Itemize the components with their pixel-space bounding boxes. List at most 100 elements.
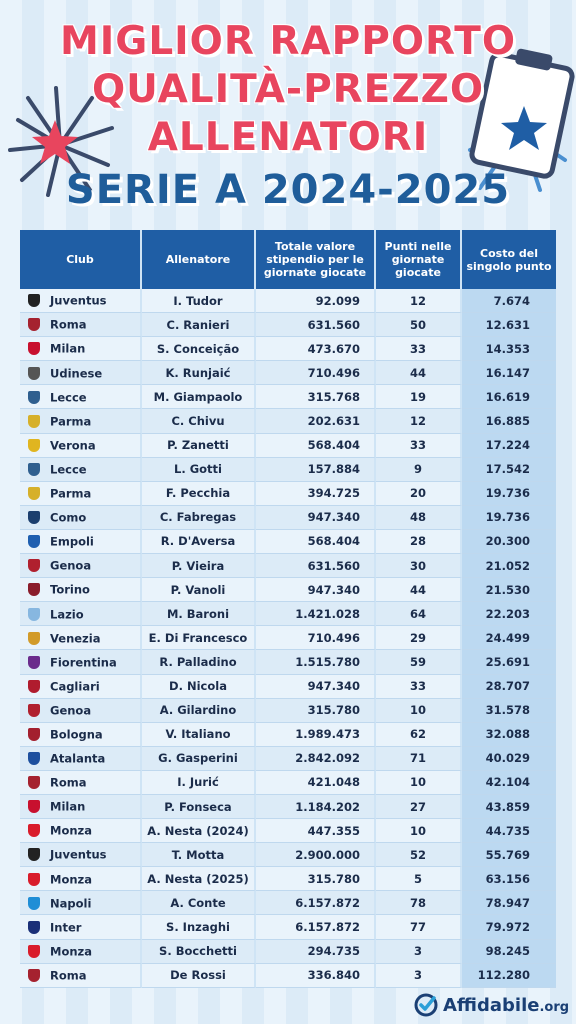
club-crest-icon <box>28 535 40 549</box>
affidabile-logo: Affidabile .org <box>414 992 569 1018</box>
table-row: Roma De Rossi 336.840 3 112.280 <box>20 963 556 988</box>
cell-points: 3 <box>376 963 462 988</box>
table-row: Verona P. Zanetti 568.404 33 17.224 <box>20 433 556 458</box>
cell-club: Roma <box>20 963 142 988</box>
cell-cost: 19.736 <box>462 505 556 530</box>
club-name: Roma <box>50 317 87 332</box>
header-value: Totale valore stipendio per le giornate … <box>256 230 376 289</box>
club-crest-icon <box>28 776 40 790</box>
club-name: Lazio <box>50 607 84 622</box>
cell-cost: 42.104 <box>462 770 556 795</box>
club-name: Lecce <box>50 462 87 477</box>
cell-value: 1.515.780 <box>256 650 376 675</box>
cell-coach: I. Jurić <box>142 770 256 795</box>
cell-coach: M. Giampaolo <box>142 385 256 410</box>
club-name: Milan <box>50 799 86 814</box>
check-badge-icon <box>414 993 438 1017</box>
cell-cost: 32.088 <box>462 722 556 747</box>
cell-points: 30 <box>376 554 462 579</box>
cell-coach: R. D'Aversa <box>142 529 256 555</box>
header-cost: Costo del singolo punto <box>462 230 556 289</box>
cell-cost: 7.674 <box>462 289 556 314</box>
table-row: Roma I. Jurić 421.048 10 42.104 <box>20 770 556 795</box>
cell-value: 473.670 <box>256 337 376 362</box>
cell-value: 315.780 <box>256 698 376 723</box>
club-crest-icon <box>28 679 40 693</box>
cell-cost: 63.156 <box>462 867 556 892</box>
cell-cost: 17.542 <box>462 457 556 482</box>
club-crest-icon <box>28 824 40 838</box>
cell-cost: 98.245 <box>462 939 556 964</box>
table-row: Parma F. Pecchia 394.725 20 19.736 <box>20 481 556 506</box>
cell-points: 19 <box>376 385 462 410</box>
cell-points: 44 <box>376 361 462 386</box>
cell-points: 27 <box>376 794 462 820</box>
cell-coach: L. Gotti <box>142 457 256 482</box>
cell-cost: 43.859 <box>462 794 556 820</box>
table-row: Como C. Fabregas 947.340 48 19.736 <box>20 505 556 530</box>
cell-value: 294.735 <box>256 939 376 964</box>
cell-club: Monza <box>20 819 142 844</box>
cell-club: Monza <box>20 867 142 892</box>
table-row: Cagliari D. Nicola 947.340 33 28.707 <box>20 674 556 699</box>
cell-cost: 55.769 <box>462 843 556 868</box>
cell-points: 10 <box>376 819 462 844</box>
title-line-1: Miglior rapporto <box>59 19 517 64</box>
club-name: Parma <box>50 414 92 429</box>
cell-coach: G. Gasperini <box>142 746 256 771</box>
cell-cost: 31.578 <box>462 698 556 723</box>
table-row: Atalanta G. Gasperini 2.842.092 71 40.029 <box>20 746 556 771</box>
cell-points: 12 <box>376 289 462 314</box>
club-name: Verona <box>50 438 96 453</box>
table-row: Roma C. Ranieri 631.560 50 12.631 <box>20 313 556 338</box>
cell-cost: 20.300 <box>462 529 556 555</box>
cell-cost: 16.619 <box>462 385 556 410</box>
cell-points: 33 <box>376 433 462 458</box>
club-name: Monza <box>50 823 92 838</box>
cell-value: 710.496 <box>256 626 376 651</box>
club-name: Atalanta <box>50 751 106 766</box>
table-row: Napoli A. Conte 6.157.872 78 78.947 <box>20 891 556 916</box>
cell-club: Juventus <box>20 843 142 868</box>
cell-cost: 44.735 <box>462 819 556 844</box>
cell-club: Venezia <box>20 626 142 651</box>
club-name: Juventus <box>50 293 107 308</box>
cell-coach: P. Zanetti <box>142 433 256 458</box>
club-crest-icon <box>28 607 40 621</box>
cell-coach: A. Conte <box>142 891 256 916</box>
cell-club: Juventus <box>20 289 142 314</box>
club-crest-icon <box>28 920 40 934</box>
club-name: Genoa <box>50 703 92 718</box>
cell-value: 1.989.473 <box>256 722 376 747</box>
cell-value: 631.560 <box>256 313 376 338</box>
cell-points: 10 <box>376 698 462 723</box>
cell-points: 48 <box>376 505 462 530</box>
cell-value: 394.725 <box>256 481 376 506</box>
club-crest-icon <box>28 462 40 476</box>
club-name: Parma <box>50 486 92 501</box>
cell-coach: C. Chivu <box>142 409 256 434</box>
cell-points: 33 <box>376 337 462 362</box>
cell-value: 1.421.028 <box>256 602 376 627</box>
club-crest-icon <box>28 559 40 573</box>
cell-club: Parma <box>20 409 142 434</box>
cell-club: Atalanta <box>20 746 142 771</box>
club-crest-icon <box>28 727 40 741</box>
cell-coach: A. Nesta (2024) <box>142 819 256 844</box>
club-name: Empoli <box>50 534 94 549</box>
cell-value: 157.884 <box>256 457 376 482</box>
club-name: Udinese <box>50 366 103 381</box>
cell-value: 947.340 <box>256 578 376 603</box>
cell-cost: 22.203 <box>462 602 556 627</box>
club-crest-icon <box>28 438 40 452</box>
club-name: Bologna <box>50 727 103 742</box>
cell-points: 44 <box>376 578 462 603</box>
club-name: Roma <box>50 968 87 983</box>
cell-points: 78 <box>376 891 462 916</box>
cell-club: Verona <box>20 433 142 458</box>
cell-club: Roma <box>20 770 142 795</box>
cell-value: 947.340 <box>256 674 376 699</box>
cell-club: Empoli <box>20 529 142 555</box>
cell-cost: 14.353 <box>462 337 556 362</box>
cell-value: 315.768 <box>256 385 376 410</box>
